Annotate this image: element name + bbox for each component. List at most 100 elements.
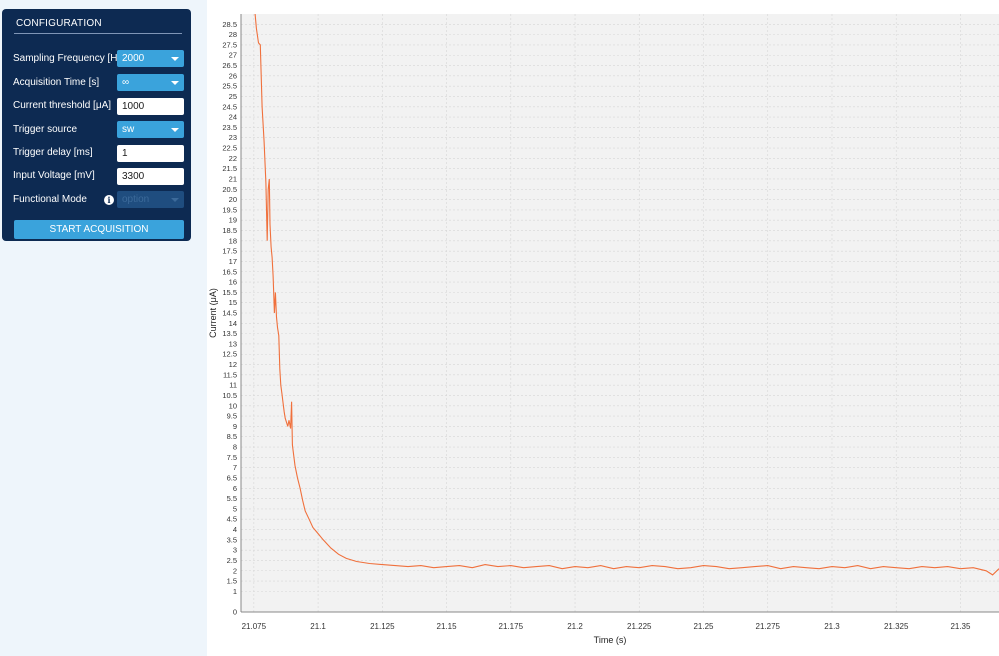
x-tick-label: 21.275	[756, 622, 781, 631]
sampling-frequency-value: 2000	[122, 53, 145, 64]
y-tick-label: 15.5	[222, 288, 237, 297]
y-tick-label: 9	[233, 422, 237, 431]
x-tick-label: 21.2	[567, 622, 583, 631]
input-voltage-input[interactable]: 3300	[117, 168, 184, 185]
current-threshold-input[interactable]: 1000	[117, 98, 184, 115]
y-tick-label: 0	[233, 608, 237, 617]
y-tick-label: 12	[229, 360, 237, 369]
y-tick-label: 4.5	[227, 515, 237, 524]
chart-area: 0 1 1.5 2 2.5 3 3.5 4 4.5 5 5.5 6 6.5 7 7.5 8 8.5 9 9.5 10 1…	[207, 0, 999, 656]
x-tick-label: 21.175	[499, 622, 524, 631]
y-tick-label: 21.5	[222, 164, 237, 173]
y-tick-label: 20.5	[222, 185, 237, 194]
current-series-line	[254, 13, 999, 576]
y-tick-label: 18.5	[222, 226, 237, 235]
y-tick-label: 6.5	[227, 473, 237, 482]
y-tick-label: 24	[229, 113, 237, 122]
chevron-down-icon	[171, 128, 179, 132]
y-tick-label: 1	[233, 587, 237, 596]
y-tick-label: 5	[233, 504, 237, 513]
trigger-source-value: sw	[122, 124, 135, 135]
sampling-frequency-label: Sampling Frequency [Hz]	[13, 53, 126, 64]
y-tick-label: 16	[229, 278, 237, 287]
y-tick-label: 1.5	[227, 577, 237, 586]
y-tick-label: 7	[233, 463, 237, 472]
y-tick-label: 4	[233, 525, 237, 534]
trigger-delay-label: Trigger delay [ms]	[13, 147, 93, 158]
x-tick-label: 21.25	[693, 622, 714, 631]
y-tick-label: 21	[229, 174, 237, 183]
acquisition-time-value: ∞	[122, 77, 130, 88]
x-tick-label: 21.075	[242, 622, 267, 631]
y-tick-label: 19	[229, 216, 237, 225]
y-tick-label: 9.5	[227, 412, 237, 421]
configuration-panel: CONFIGURATION Sampling Frequency [Hz] 20…	[2, 9, 191, 241]
y-tick-label: 14	[229, 319, 237, 328]
chevron-down-icon	[171, 57, 179, 61]
start-acquisition-button[interactable]: START ACQUISITION	[14, 220, 184, 239]
y-tick-label: 11.5	[223, 370, 237, 379]
functional-mode-value: option	[122, 194, 150, 205]
y-tick-label: 13	[229, 339, 237, 348]
sampling-frequency-select[interactable]: 2000	[117, 50, 184, 67]
x-tick-label: 21.35	[950, 622, 971, 631]
x-tick-label: 21.15	[437, 622, 458, 631]
y-tick-label: 3	[233, 546, 237, 555]
y-axis-title: Current (μA)	[208, 288, 218, 338]
y-tick-label: 7.5	[227, 453, 237, 462]
x-tick-label: 21.1	[310, 622, 326, 631]
y-tick-label: 2.5	[227, 556, 237, 565]
x-axis-ticks: 21.075 21.1 21.125 21.15 21.175 21.2 21.225 21.…	[242, 622, 971, 631]
x-axis-title: Time (s)	[594, 635, 627, 645]
y-tick-label: 10.5	[222, 391, 237, 400]
y-tick-label: 19.5	[222, 205, 237, 214]
functional-mode-select: option	[117, 191, 184, 208]
y-tick-label: 12.5	[222, 350, 237, 359]
y-tick-label: 18	[229, 236, 237, 245]
y-tick-label: 16.5	[222, 267, 237, 276]
input-voltage-label: Input Voltage [mV]	[13, 170, 95, 181]
y-tick-label: 13.5	[222, 329, 237, 338]
info-icon[interactable]: i	[104, 195, 114, 205]
acquisition-time-label: Acquisition Time [s]	[13, 77, 100, 88]
trigger-source-label: Trigger source	[13, 124, 78, 135]
x-tick-label: 21.3	[824, 622, 840, 631]
y-tick-label: 22	[229, 154, 237, 163]
current-chart: 011.522.533.544.555.566.577.588.599.5101…	[208, 13, 999, 645]
y-tick-label: 3.5	[227, 535, 237, 544]
configuration-divider	[14, 33, 182, 34]
y-axis-ticks: 011.522.533.544.555.566.577.588.599.5101…	[222, 20, 237, 617]
current-threshold-label: Current threshold [μA]	[13, 100, 112, 111]
y-tick-label: 22.5	[222, 144, 237, 153]
chevron-down-icon	[171, 198, 179, 202]
trigger-source-select[interactable]: sw	[117, 121, 184, 138]
y-tick-label: 25.5	[222, 82, 237, 91]
y-tick-label: 6	[233, 484, 237, 493]
y-tick-label: 14.5	[222, 309, 237, 318]
configuration-title: CONFIGURATION	[16, 18, 102, 29]
x-tick-label: 21.125	[370, 622, 395, 631]
trigger-delay-input[interactable]: 1	[117, 145, 184, 162]
y-tick-label: 17	[229, 257, 237, 266]
y-tick-label: 20	[229, 195, 237, 204]
y-tick-label: 8	[233, 443, 237, 452]
y-tick-label: 11	[229, 381, 237, 390]
y-tick-label: 28.5	[222, 20, 237, 29]
x-tick-label: 21.225	[627, 622, 652, 631]
acquisition-time-select[interactable]: ∞	[117, 74, 184, 91]
y-tick-label: 10	[229, 401, 237, 410]
y-tick-label: 8.5	[227, 432, 237, 441]
y-tick-label: 17.5	[222, 247, 237, 256]
x-tick-label: 21.325	[884, 622, 909, 631]
y-tick-label: 23	[229, 133, 237, 142]
y-tick-label: 5.5	[227, 494, 237, 503]
y-tick-label: 2	[233, 566, 237, 575]
y-tick-label: 27.5	[222, 40, 237, 49]
y-tick-label: 26	[229, 71, 237, 80]
y-tick-label: 26.5	[222, 61, 237, 70]
y-tick-label: 25	[229, 92, 237, 101]
y-tick-label: 23.5	[222, 123, 237, 132]
left-pane: CONFIGURATION Sampling Frequency [Hz] 20…	[0, 0, 207, 656]
functional-mode-label: Functional Mode	[13, 194, 87, 205]
y-tick-label: 27	[229, 51, 237, 60]
